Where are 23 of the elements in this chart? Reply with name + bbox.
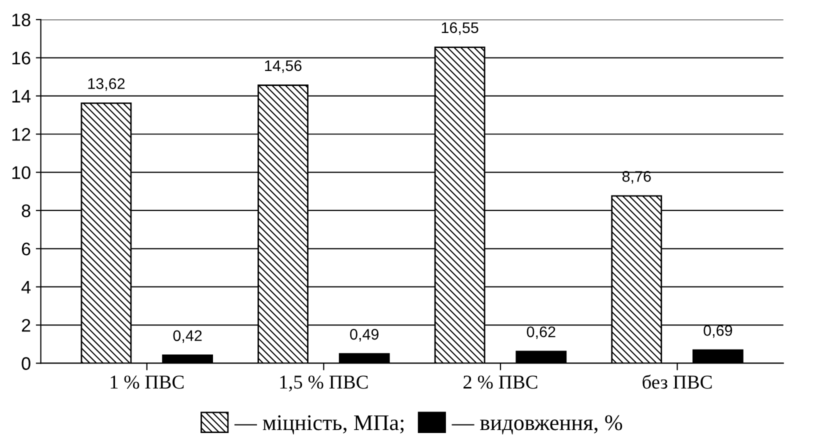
y-tick-label: 6 xyxy=(22,242,30,256)
data-label: 0,42 xyxy=(173,330,202,343)
y-tick-label: 18 xyxy=(12,14,30,26)
legend-label: — міцність, МПа; xyxy=(234,415,404,434)
y-tick-label: 4 xyxy=(21,280,31,294)
y-tick-label: 16 xyxy=(12,52,30,64)
x-tick-label: 1 % ПВС xyxy=(110,376,184,389)
x-tick-label: без ПВС xyxy=(642,374,712,389)
data-label: 14,56 xyxy=(265,60,302,73)
y-tick-label: 14 xyxy=(12,90,31,102)
data-label: 0,49 xyxy=(350,328,378,342)
legend-label: — видовження, % xyxy=(452,415,622,434)
data-label: 0,69 xyxy=(704,325,732,338)
x-tick-label: 1,5 % ПВС xyxy=(280,376,368,392)
data-label: 13,62 xyxy=(88,78,125,91)
x-tick-label: 2 % ПВС xyxy=(464,376,538,389)
y-tick-label: 12 xyxy=(12,128,30,141)
y-tick-label: 0 xyxy=(22,357,30,370)
data-label: 0,62 xyxy=(526,326,556,340)
y-tick-label: 8 xyxy=(22,204,30,218)
data-label: 16,55 xyxy=(442,22,478,35)
y-tick-label: 2 xyxy=(22,318,30,332)
y-tick-label: 10 xyxy=(12,166,30,180)
